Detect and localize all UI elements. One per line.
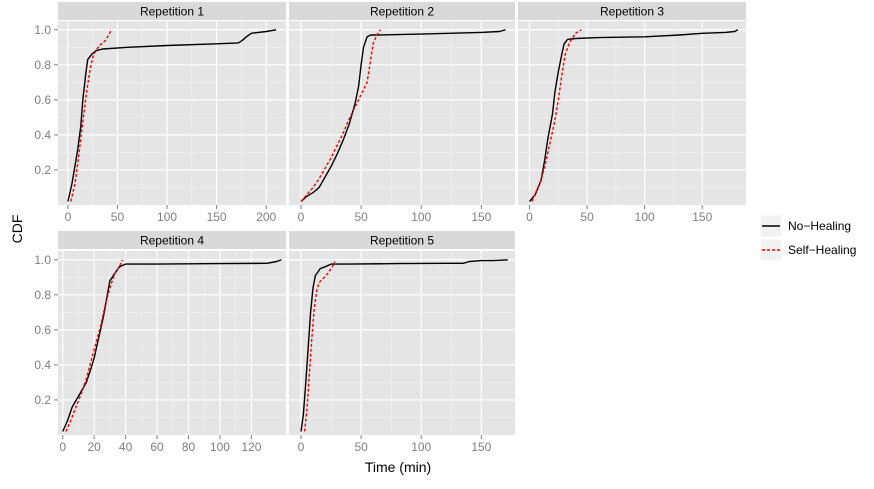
y-tick-label: 0.2: [34, 163, 51, 177]
y-tick-label: 1.0: [34, 23, 51, 37]
y-tick-label: 0.2: [34, 393, 51, 407]
facet-strip: [58, 231, 286, 249]
series-line-self-healing: [531, 29, 582, 202]
x-axis-title: Time (min): [365, 459, 431, 475]
facet-title: Repetition 2: [370, 5, 434, 19]
x-tick-label: 0: [59, 440, 66, 454]
x-tick-label: 120: [241, 440, 261, 454]
x-tick-label: 200: [256, 210, 276, 224]
y-tick-label: 1.0: [34, 253, 51, 267]
y-tick-label: 0.4: [34, 358, 51, 372]
x-tick-label: 150: [692, 210, 712, 224]
x-tick-label: 40: [119, 440, 133, 454]
plot-background: [289, 251, 515, 435]
series-line-self-healing: [65, 259, 124, 432]
x-tick-label: 50: [354, 440, 368, 454]
x-tick-label: 100: [411, 210, 431, 224]
legend-label: Self−Healing: [788, 243, 856, 257]
legend-key-box: [759, 238, 783, 262]
y-axis-title: CDF: [9, 215, 25, 244]
x-tick-label: 150: [471, 210, 491, 224]
series-line-self-healing: [70, 29, 113, 202]
legend: No−Healing Self−Healing: [759, 214, 856, 262]
facet-strip: [289, 231, 515, 249]
facet-strip: [518, 2, 746, 20]
series-line-no-healing: [300, 259, 508, 432]
x-tick-label: 150: [207, 210, 227, 224]
facet-title: Repetition 4: [140, 234, 204, 248]
facet-title: Repetition 5: [370, 234, 434, 248]
series-line-no-healing: [300, 29, 506, 203]
series-line-no-healing: [528, 29, 739, 202]
y-tick-label: 0.6: [34, 323, 51, 337]
x-tick-label: 0: [526, 210, 533, 224]
series-line-self-healing: [303, 261, 336, 432]
x-tick-label: 100: [210, 440, 230, 454]
facet-panel: Repetition 5 0 50 100 150: [289, 231, 515, 454]
x-tick-label: 80: [182, 440, 196, 454]
x-tick-label: 50: [580, 210, 594, 224]
facet-strip: [289, 2, 515, 20]
x-tick-label: 100: [157, 210, 177, 224]
y-tick-label: 0.6: [34, 93, 51, 107]
facet-strip: [58, 2, 286, 20]
x-tick-label: 100: [635, 210, 655, 224]
facet-panel: Repetition 4 0.2 0.4 0.6 0.8 1.0 0 20 40 60 80 100 1…: [34, 231, 286, 454]
legend-label: No−Healing: [788, 219, 851, 233]
x-tick-label: 100: [411, 440, 431, 454]
x-tick-label: 50: [111, 210, 125, 224]
x-tick-label: 0: [298, 210, 305, 224]
series-line-self-healing: [300, 29, 381, 202]
facet-title: Repetition 3: [600, 5, 664, 19]
x-tick-label: 0: [298, 440, 305, 454]
facet-panel: Repetition 2 0 50 100 150: [289, 2, 515, 224]
facet-title: Repetition 1: [140, 5, 204, 19]
plot-background: [58, 21, 286, 205]
y-tick-label: 0.8: [34, 58, 51, 72]
y-tick-label: 0.4: [34, 128, 51, 142]
series-line-no-healing: [67, 29, 277, 202]
facet-panel: Repetition 1 0.2 0.4 0.6 0.8 1.0 0 50 100 150 200: [34, 2, 286, 224]
plot-background: [58, 251, 286, 435]
x-tick-label: 0: [65, 210, 72, 224]
x-tick-label: 150: [471, 440, 491, 454]
facet-panel: Repetition 3 0 50 100 150: [518, 2, 746, 224]
y-tick-label: 0.8: [34, 288, 51, 302]
x-tick-label: 60: [150, 440, 164, 454]
x-tick-label: 20: [87, 440, 101, 454]
x-tick-label: 50: [354, 210, 368, 224]
